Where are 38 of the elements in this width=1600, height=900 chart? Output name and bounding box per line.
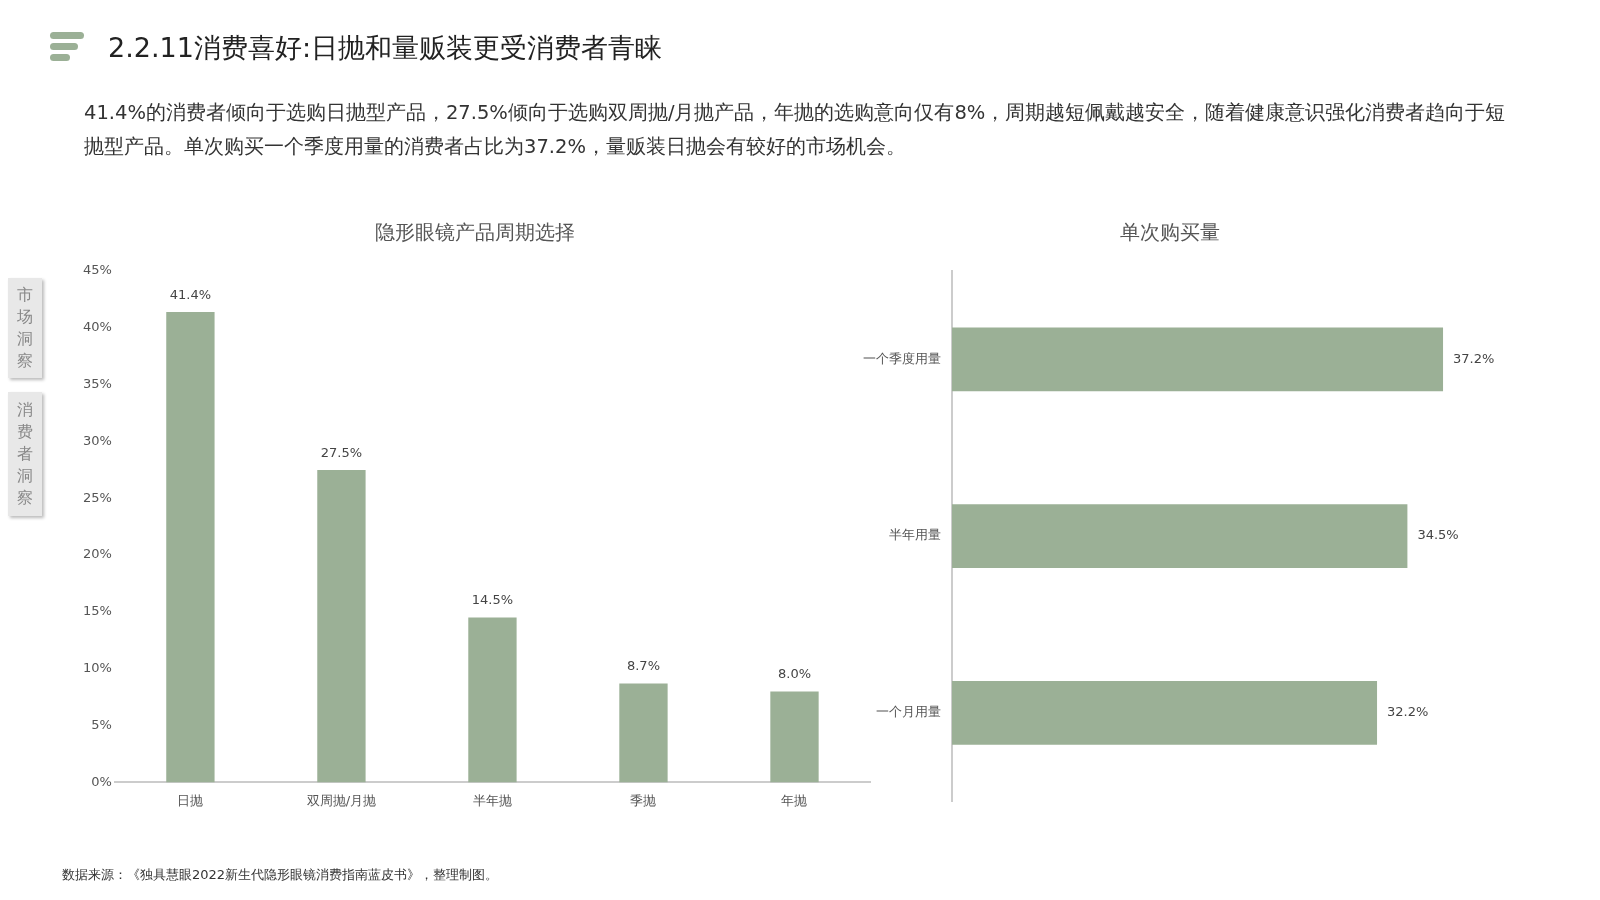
data-label: 8.7% <box>626 658 660 674</box>
text: 41.4%的消费者倾向于选购日抛型产品，27.5%倾向于选购双周抛/月抛产品，年抛的选购意向仅有8%，周期越短佩戴越安全，随着健康意识强化消费者趋向于短抛型产品。单次购买一个季度用量的消费者占比为37.2%，量贩装日抛会有较好的市场机会。 <box>84 100 1507 160</box>
x-tick-label: 季抛 <box>630 792 657 808</box>
data-label: 27.5% <box>320 444 363 460</box>
y-tick-label: 20% <box>82 546 112 562</box>
y-tick-label: 25% <box>82 489 112 505</box>
y-tick-label: 0% <box>91 773 112 789</box>
data-label: 34.5% <box>1417 527 1459 543</box>
x-tick-label: 日抛 <box>177 792 204 808</box>
source-note: 数据来源：《独具慧眼2022新生代隐形眼镜消费指南蓝皮书》，整理制图。 <box>62 866 499 884</box>
data-label: 37.2% <box>1453 350 1495 366</box>
y-tick-label: 35% <box>82 376 112 392</box>
data-label: 41.4% <box>169 286 212 302</box>
x-tick-label: 年抛 <box>781 792 808 808</box>
y-tick-label: 半年用量 <box>889 527 941 543</box>
data-label: 8.0% <box>777 666 812 682</box>
data-label: 32.2% <box>1387 704 1429 720</box>
y-tick-label: 5% <box>91 716 112 732</box>
chart-title: 单次购买量 <box>1120 220 1220 245</box>
y-tick-label: 15% <box>82 603 112 619</box>
x-tick-label: 半年抛 <box>472 792 512 808</box>
text: 2.2.11消费喜好:日抛和量贩装更受消费者青睐 <box>108 31 662 65</box>
y-tick-label: 一个季度用量 <box>863 350 941 366</box>
y-tick-label: 45% <box>82 262 112 278</box>
bar <box>317 469 366 783</box>
y-tick-label: 一个月用量 <box>876 704 941 720</box>
data-label: 14.5% <box>471 592 514 608</box>
chart-title: 隐形眼镜产品周期选择 <box>375 220 575 245</box>
bar <box>166 311 215 783</box>
y-tick-label: 40% <box>82 319 112 335</box>
bar <box>468 617 517 783</box>
x-tick-label: 双周抛/月抛 <box>306 792 377 808</box>
y-tick-label: 30% <box>82 432 112 448</box>
y-tick-label: 10% <box>82 660 112 676</box>
bar <box>770 691 819 783</box>
side-tab: 市场洞察 <box>8 278 42 378</box>
bar <box>619 683 668 783</box>
side-tab: 消费者洞察 <box>8 392 42 516</box>
